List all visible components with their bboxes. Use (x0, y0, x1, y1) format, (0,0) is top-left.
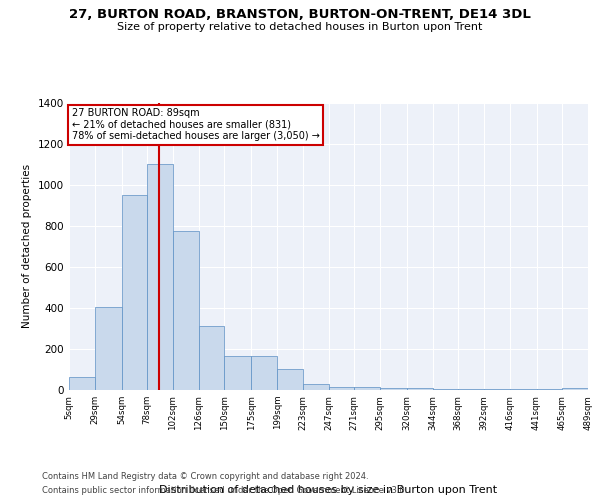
Bar (277, 370, 303, 390)
Text: 27 BURTON ROAD: 89sqm
← 21% of detached houses are smaller (831)
78% of semi-det: 27 BURTON ROAD: 89sqm ← 21% of detached … (71, 108, 319, 142)
Bar (329, 387, 354, 390)
Bar (433, 389, 458, 390)
Bar (354, 387, 380, 390)
Y-axis label: Number of detached properties: Number of detached properties (22, 164, 32, 328)
Bar (224, 356, 251, 390)
Bar (407, 388, 433, 390)
Bar (536, 389, 562, 390)
Bar (173, 231, 199, 390)
Text: Contains HM Land Registry data © Crown copyright and database right 2024.: Contains HM Land Registry data © Crown c… (42, 472, 368, 481)
Bar (95, 307, 122, 390)
Bar (251, 356, 277, 390)
Bar (303, 384, 329, 390)
Bar (458, 389, 484, 390)
Bar (380, 388, 407, 390)
Text: 27, BURTON ROAD, BRANSTON, BURTON-ON-TRENT, DE14 3DL: 27, BURTON ROAD, BRANSTON, BURTON-ON-TRE… (69, 8, 531, 20)
Bar (69, 376, 95, 390)
Bar (147, 164, 173, 390)
Bar (122, 195, 147, 390)
X-axis label: Distribution of detached houses by size in Burton upon Trent: Distribution of detached houses by size … (160, 486, 497, 496)
Bar (199, 326, 224, 390)
Text: Size of property relative to detached houses in Burton upon Trent: Size of property relative to detached ho… (118, 22, 482, 32)
Bar (510, 389, 536, 390)
Bar (484, 389, 510, 390)
Bar (562, 388, 588, 390)
Text: Contains public sector information licensed under the Open Government Licence v3: Contains public sector information licen… (42, 486, 407, 495)
